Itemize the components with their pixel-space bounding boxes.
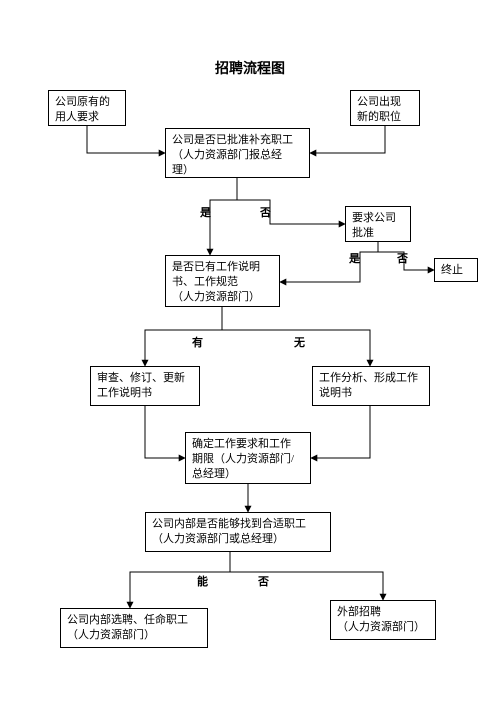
edge-label-no1: 否 <box>258 208 273 219</box>
page-title: 招聘流程图 <box>0 58 500 78</box>
edge-label-yes1: 是 <box>198 208 213 219</box>
node-start-newpos: 公司出现新的职位 <box>350 90 420 126</box>
node-internal-find: 公司内部是否能够找到合适职工（人力资源部门或总经理） <box>145 512 331 552</box>
edge-label-no3: 否 <box>256 577 271 588</box>
edge-label-no2: 否 <box>395 254 410 265</box>
node-req-approve: 要求公司批准 <box>345 206 411 242</box>
node-has-jobdesc: 是否已有工作说明书、工作规范（人力资源部门） <box>165 255 280 307</box>
node-internal-select: 公司内部选聘、任命职工（人力资源部门） <box>60 608 208 648</box>
flowchart-page: 招聘流程图 公司原有的用人要求 公司出现新的职位 公司是否已批准补充职工（人力资… <box>0 0 500 708</box>
node-analyze-jobdesc: 工作分析、形成工作说明书 <box>312 366 430 406</box>
node-define-req: 确定工作要求和工作期限（人力资源部门/总经理） <box>185 432 311 484</box>
node-external-hire: 外部招聘（人力资源部门） <box>330 600 436 640</box>
edge-label-have: 有 <box>190 338 205 349</box>
edge-label-can: 能 <box>195 577 210 588</box>
edge-label-none: 无 <box>292 338 307 349</box>
node-start-existing: 公司原有的用人要求 <box>48 90 126 126</box>
node-terminate: 终止 <box>434 258 478 282</box>
edge-label-yes2: 是 <box>347 254 362 265</box>
node-approve-supp: 公司是否已批准补充职工（人力资源部门报总经理） <box>165 128 310 178</box>
node-review-jobdesc: 审查、修订、更新工作说明书 <box>90 366 200 406</box>
